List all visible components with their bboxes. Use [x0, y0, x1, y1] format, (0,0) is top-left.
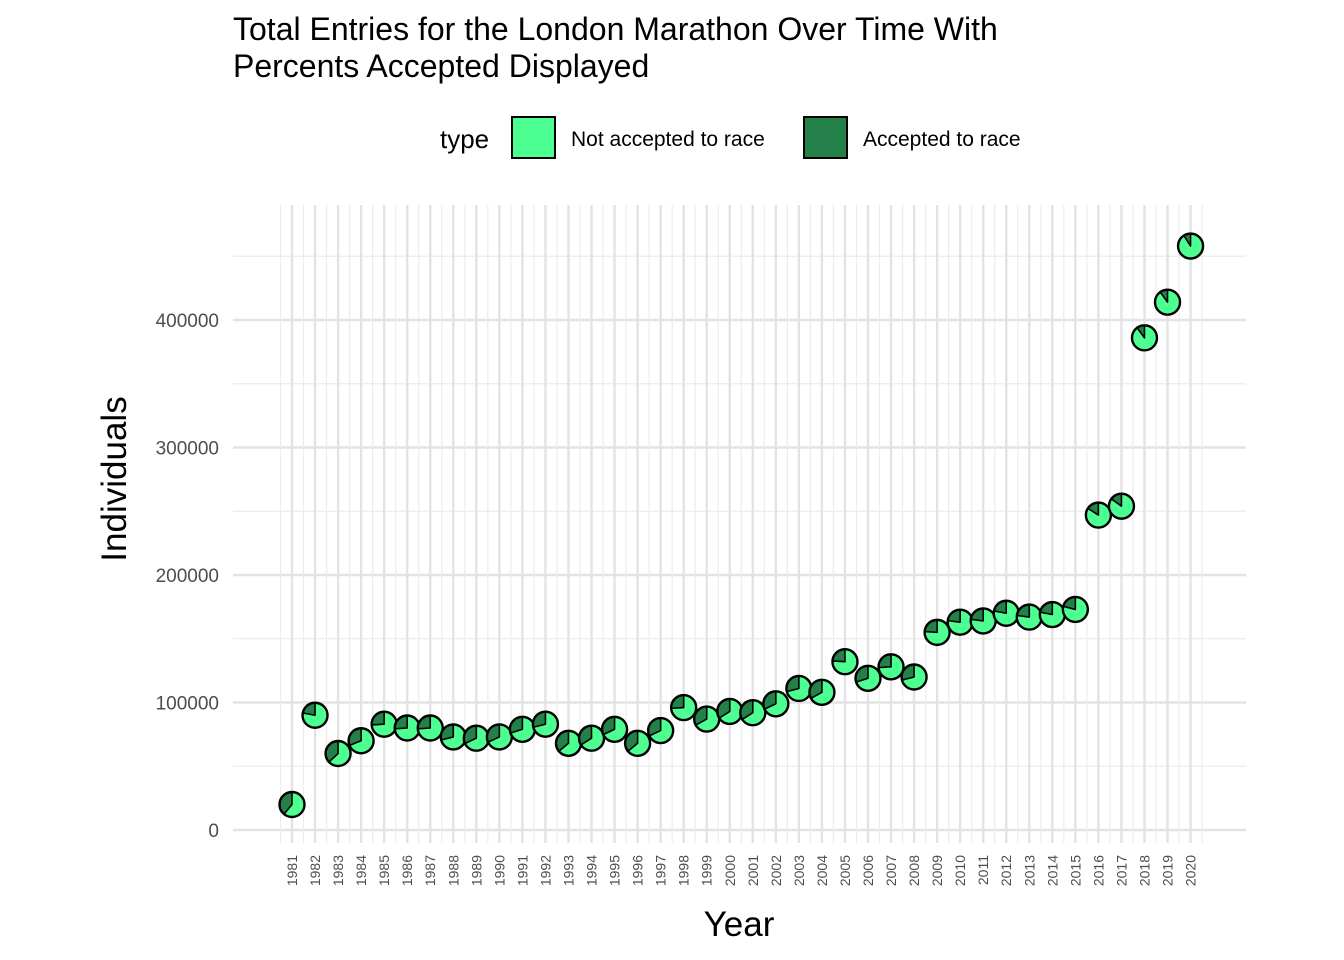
- x-axis-ticks: 1981 1982 1983 1984 1985 1986 1987 1988 1989 1990…: [284, 855, 1199, 886]
- pie-point: [1153, 288, 1182, 316]
- pie-point: [877, 653, 905, 681]
- pie-point: [1038, 600, 1067, 629]
- x-tick-label: 1983: [330, 855, 346, 886]
- x-tick-label: 2020: [1183, 855, 1199, 886]
- pie-point: [1107, 492, 1136, 520]
- pie-point: [693, 705, 721, 733]
- x-tick-label: 1987: [422, 855, 438, 886]
- x-tick-label: 1988: [445, 855, 461, 886]
- x-tick-label: 1998: [676, 855, 692, 886]
- legend-label-accepted: Accepted to race: [863, 128, 1021, 151]
- x-tick-label: 1984: [353, 855, 369, 886]
- legend-title: type: [440, 124, 489, 154]
- pie-point: [439, 723, 467, 751]
- x-tick-label: 2013: [1021, 855, 1037, 886]
- y-tick-label: 300000: [156, 439, 219, 460]
- pie-point: [808, 678, 836, 706]
- pie-point: [301, 701, 329, 729]
- x-tick-label: 2015: [1067, 855, 1083, 886]
- pie-point: [1015, 603, 1043, 631]
- x-tick-label: 1986: [399, 855, 415, 886]
- x-tick-label: 1990: [491, 855, 507, 886]
- x-tick-label: 1999: [699, 855, 715, 886]
- x-tick-label: 2002: [768, 855, 784, 886]
- x-tick-label: 2012: [998, 855, 1014, 886]
- pie-point: [900, 663, 928, 691]
- x-tick-label: 1991: [514, 855, 530, 886]
- x-tick-label: 2016: [1090, 855, 1106, 886]
- x-tick-label: 1997: [653, 855, 669, 886]
- y-tick-label: 400000: [156, 311, 219, 332]
- x-tick-label: 2014: [1044, 855, 1060, 886]
- pie-point: [969, 607, 997, 635]
- y-tick-label: 100000: [156, 694, 219, 715]
- x-tick-label: 2008: [906, 855, 922, 886]
- x-tick-label: 1985: [376, 855, 392, 886]
- y-tick-label: 200000: [156, 566, 219, 587]
- pie-point: [554, 729, 583, 757]
- pie-point: [278, 790, 306, 819]
- pie-point: [716, 697, 744, 726]
- x-tick-label: 2010: [952, 855, 968, 886]
- x-tick-label: 2007: [883, 855, 899, 886]
- legend: type Not accepted to race Accepted to ra…: [440, 116, 1021, 159]
- x-tick-label: 1989: [468, 855, 484, 886]
- x-tick-label: 1992: [537, 855, 553, 886]
- pie-point: [669, 693, 698, 722]
- pie-point: [831, 648, 859, 676]
- y-tick-label: 0: [208, 821, 219, 842]
- x-tick-label: 2011: [975, 855, 991, 885]
- pie-point: [739, 699, 767, 727]
- pie-point: [854, 664, 882, 692]
- legend-swatch-accepted: [803, 116, 848, 159]
- pie-point: [1176, 232, 1205, 260]
- pie-point: [416, 714, 444, 742]
- x-tick-label: 2005: [837, 855, 853, 886]
- pie-point: [1130, 324, 1159, 352]
- pie-point: [762, 690, 790, 718]
- pie-point: [485, 723, 514, 751]
- y-axis-ticks: 0 100000 200000 300000 400000: [156, 311, 219, 842]
- x-tick-label: 2019: [1160, 855, 1176, 886]
- x-tick-label: 1993: [560, 855, 576, 886]
- pie-point: [923, 618, 951, 647]
- pie-point: [531, 710, 560, 738]
- pie-point: [946, 608, 974, 636]
- pie-point: [393, 714, 421, 742]
- x-tick-label: 2017: [1113, 855, 1129, 886]
- x-tick-label: 1996: [630, 855, 646, 886]
- legend-label-not-accepted: Not accepted to race: [571, 128, 765, 151]
- pie-point: [347, 727, 375, 755]
- pie-point: [646, 716, 675, 745]
- x-tick-label: 2000: [722, 855, 738, 886]
- x-tick-label: 2006: [860, 855, 876, 886]
- y-axis-title: Individuals: [95, 396, 134, 561]
- x-tick-label: 1994: [584, 855, 600, 886]
- x-tick-label: 1981: [284, 855, 300, 886]
- pie-point: [785, 674, 813, 703]
- pie-point: [370, 710, 398, 738]
- x-tick-label: 2003: [791, 855, 807, 886]
- pie-points: [278, 232, 1205, 819]
- x-tick-label: 2004: [814, 855, 830, 886]
- legend-swatch-not-accepted: [511, 116, 556, 159]
- pie-point: [1061, 595, 1090, 624]
- x-tick-label: 2009: [929, 855, 945, 886]
- pie-point: [992, 599, 1020, 627]
- pie-point: [600, 715, 629, 743]
- chart-title: Total Entries for the London Marathon Ov…: [233, 11, 998, 84]
- x-tick-label: 2018: [1136, 855, 1152, 886]
- pie-point: [324, 739, 352, 768]
- pie-point: [1084, 501, 1113, 529]
- x-tick-label: 1995: [607, 855, 623, 886]
- pie-point: [577, 724, 606, 752]
- pie-point: [462, 724, 491, 752]
- x-tick-label: 1982: [307, 855, 323, 886]
- pie-point: [623, 729, 652, 757]
- x-tick-label: 2001: [745, 855, 761, 886]
- x-axis-title: Year: [704, 905, 775, 944]
- pie-point: [508, 715, 537, 743]
